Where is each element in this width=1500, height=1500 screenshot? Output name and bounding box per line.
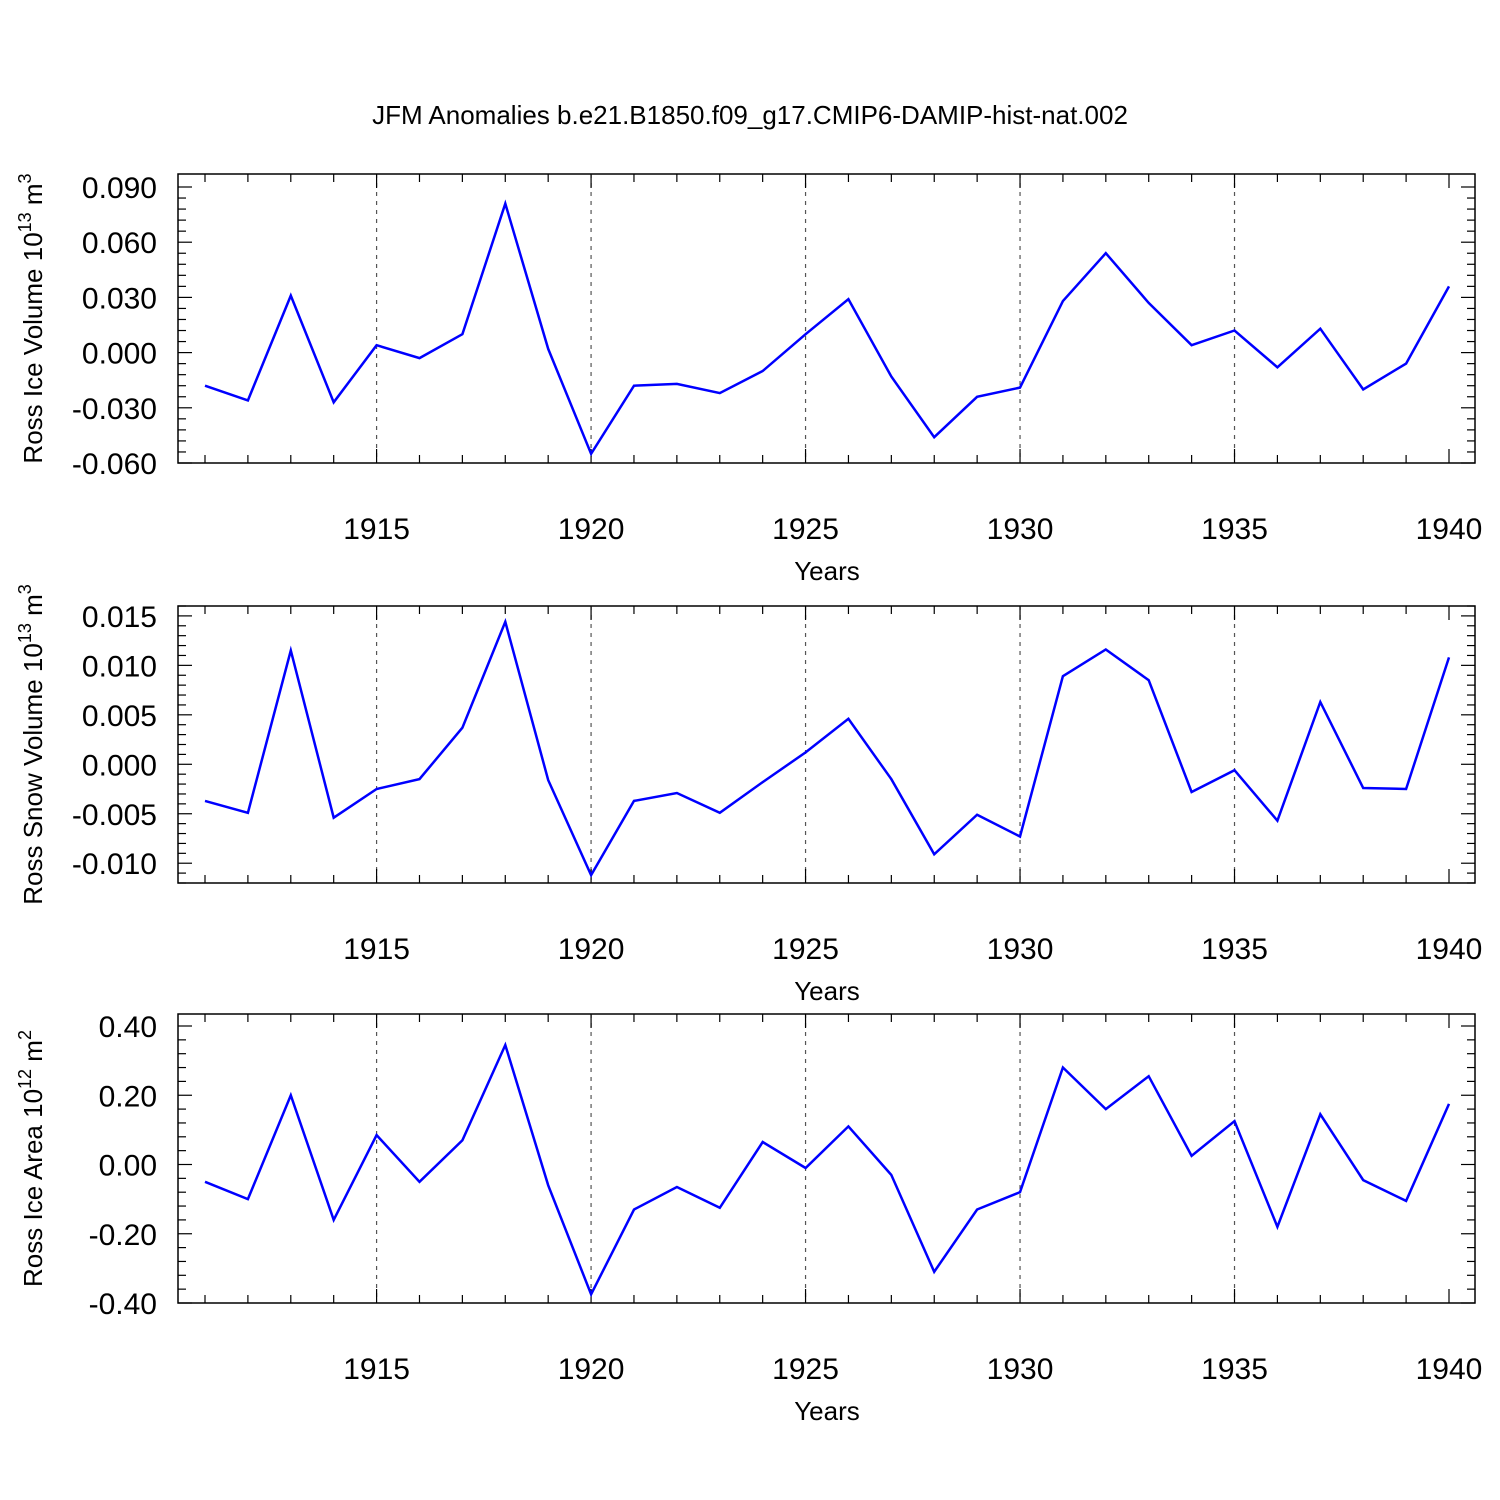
x-tick-label: 1940 bbox=[1416, 513, 1483, 546]
x-tick-label: 1930 bbox=[987, 1353, 1054, 1386]
x-tick-label: 1935 bbox=[1201, 1353, 1268, 1386]
y-axis-label-unit-exponent: 3 bbox=[15, 584, 35, 594]
y-tick-label: 0.060 bbox=[82, 227, 157, 260]
y-tick-label: -0.40 bbox=[89, 1288, 157, 1321]
y-axis-label-exponent: 13 bbox=[15, 212, 35, 232]
y-axis-label: Ross Snow Volume 1013 m3 bbox=[15, 584, 48, 905]
y-tick-label: 0.000 bbox=[82, 338, 157, 371]
y-axis-label-text: Ross Ice Area 10 bbox=[18, 1089, 48, 1287]
x-tick-label: 1925 bbox=[772, 1353, 839, 1386]
y-tick-label: 0.005 bbox=[82, 700, 157, 733]
plot-frame bbox=[177, 173, 1476, 464]
y-tick-label: -0.005 bbox=[72, 799, 157, 832]
y-tick-label: 0.010 bbox=[82, 650, 157, 683]
y-tick-label: 0.000 bbox=[82, 749, 157, 782]
plot-frame bbox=[177, 605, 1476, 884]
y-tick-label: -0.010 bbox=[72, 848, 157, 881]
y-axis-label-exponent: 13 bbox=[15, 623, 35, 643]
x-tick-label: 1920 bbox=[558, 513, 625, 546]
x-tick-label: 1935 bbox=[1201, 933, 1268, 966]
y-tick-label: -0.030 bbox=[72, 393, 157, 426]
y-axis-label-exponent: 12 bbox=[15, 1069, 35, 1089]
y-axis-label-text: Ross Snow Volume 10 bbox=[18, 643, 48, 905]
y-axis-label: Ross Ice Area 1012 m2 bbox=[15, 1030, 48, 1287]
y-axis-label-unit: m bbox=[18, 183, 48, 212]
panel-2: -0.010 -0.005 0.000 0.005 0.010 0.015 1915 1920… bbox=[15, 584, 1482, 1006]
y-tick-label: -0.20 bbox=[89, 1219, 157, 1252]
y-tick-label: 0.030 bbox=[82, 282, 157, 315]
y-tick-label: -0.060 bbox=[72, 448, 157, 481]
y-tick-label: 0.40 bbox=[99, 1011, 157, 1044]
y-axis-label: Ross Ice Volume 1013 m3 bbox=[15, 173, 48, 463]
y-tick-label: 0.20 bbox=[99, 1080, 157, 1113]
plot-frame bbox=[177, 1013, 1476, 1304]
x-tick-label: 1915 bbox=[343, 1353, 410, 1386]
y-axis-label-unit: m bbox=[18, 594, 48, 623]
x-tick-label: 1935 bbox=[1201, 513, 1268, 546]
x-axis-label: Years bbox=[794, 1396, 860, 1426]
x-tick-label: 1930 bbox=[987, 513, 1054, 546]
x-tick-label: 1915 bbox=[343, 513, 410, 546]
y-tick-label: 0.00 bbox=[99, 1150, 157, 1183]
series-line bbox=[204, 1041, 1451, 1298]
y-axis-label-unit-exponent: 2 bbox=[15, 1030, 35, 1040]
x-tick-label: 1920 bbox=[558, 933, 625, 966]
x-tick-label: 1925 bbox=[772, 933, 839, 966]
panel-3: -0.40 -0.20 0.00 0.20 0.40 1915 1920 1925 1930 19… bbox=[15, 1011, 1482, 1426]
x-tick-label: 1930 bbox=[987, 933, 1054, 966]
x-tick-label: 1920 bbox=[558, 1353, 625, 1386]
panel-1: -0.060 -0.030 0.000 0.030 0.060 0.090 1915 1920… bbox=[15, 172, 1482, 586]
x-tick-label: 1940 bbox=[1416, 933, 1483, 966]
y-tick-label: 0.090 bbox=[82, 172, 157, 205]
x-axis-label: Years bbox=[794, 556, 860, 586]
y-axis-label-text: Ross Ice Volume 10 bbox=[18, 232, 48, 463]
chart-title: JFM Anomalies b.e21.B1850.f09_g17.CMIP6-… bbox=[372, 100, 1128, 130]
x-axis-label: Years bbox=[794, 976, 860, 1006]
y-axis-label-unit: m bbox=[18, 1040, 48, 1069]
y-axis-label-unit-exponent: 3 bbox=[15, 173, 35, 183]
x-tick-label: 1925 bbox=[772, 513, 839, 546]
y-tick-label: 0.015 bbox=[82, 601, 157, 634]
series-line bbox=[204, 617, 1451, 878]
x-tick-label: 1940 bbox=[1416, 1353, 1483, 1386]
x-tick-label: 1915 bbox=[343, 933, 410, 966]
series-line bbox=[204, 199, 1451, 457]
chart-panels: -0.060 -0.030 0.000 0.030 0.060 0.090 1915 1920… bbox=[15, 172, 1482, 1426]
